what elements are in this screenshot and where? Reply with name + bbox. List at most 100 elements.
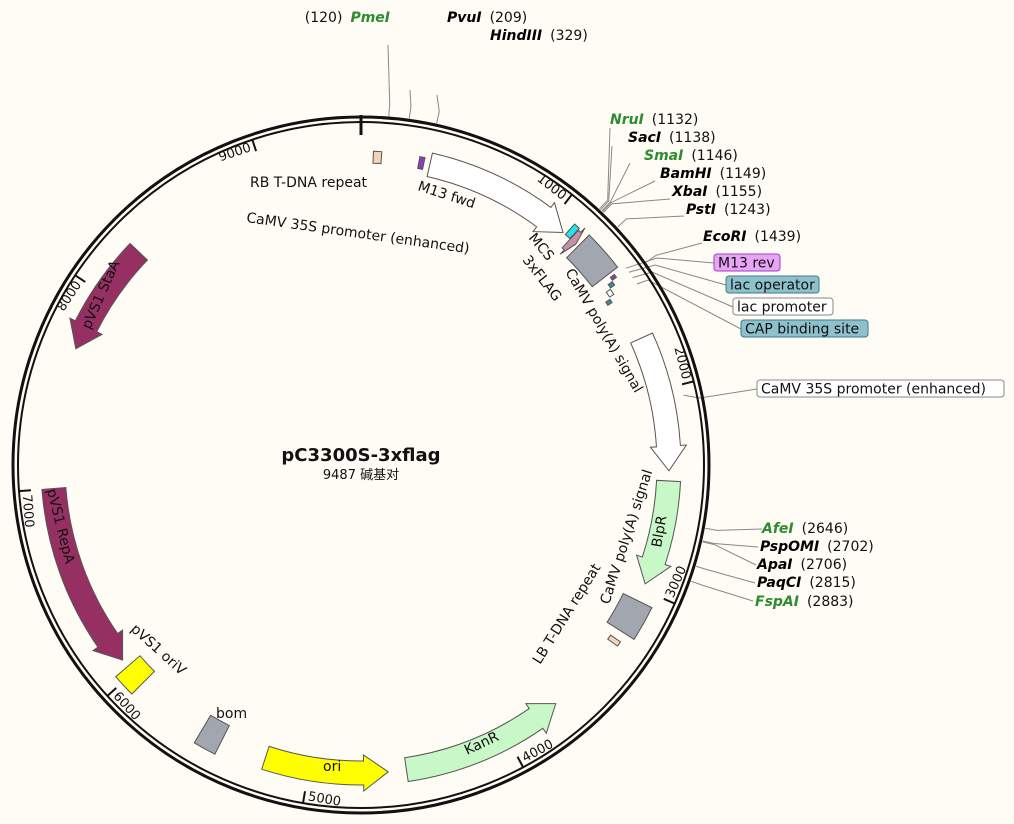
callout-label: CaMV 35S promoter (enhanced) (761, 382, 986, 398)
feature-lacop[interactable] (607, 280, 616, 289)
feature-p35s1[interactable] (426, 152, 564, 234)
callout-label: M13 rev (718, 256, 775, 272)
feature-label-polya-1: CaMV poly(A) signal (562, 266, 646, 396)
enzyme-site[interactable]: NruI (1132) (610, 112, 698, 128)
callout-box[interactable] (732, 297, 834, 316)
enzyme-position: (2883) (807, 594, 854, 610)
feature-kanr[interactable] (404, 703, 557, 783)
feature-label-lb: LB T-DNA repeat (530, 561, 605, 668)
feature-flag[interactable] (564, 223, 581, 240)
tick-mark (681, 380, 694, 386)
feature-ori[interactable] (261, 745, 390, 793)
tick-mark (663, 597, 676, 605)
tick-mark (302, 791, 307, 804)
enzyme-site[interactable]: PaqCI (2815) (757, 575, 856, 591)
enzyme-position: (1138) (669, 130, 716, 146)
feature-label-polya-2: CaMV poly(A) signal (598, 468, 657, 607)
enzyme-site[interactable]: (120) PmeI (305, 10, 390, 26)
enzyme-site[interactable]: PstI (1243) (686, 202, 771, 218)
enzyme-leader-line (695, 565, 756, 584)
feature-oriv[interactable] (115, 655, 156, 695)
enzyme-site[interactable]: EcoRI (1439) (703, 229, 801, 245)
callout-leader-line (628, 264, 727, 286)
enzyme-name: SacI (628, 130, 661, 146)
tick-mark (563, 193, 573, 205)
callout-box[interactable] (756, 379, 1005, 398)
enzyme-leader-line (387, 44, 391, 117)
enzyme-leader-line (617, 215, 685, 228)
callout-box[interactable] (713, 253, 781, 272)
feature-label-rb: RB T-DNA repeat (250, 175, 368, 191)
enzyme-site[interactable]: FspAI (2883) (755, 594, 854, 610)
enzyme-site[interactable]: ApaI (2706) (756, 557, 847, 573)
enzyme-name: ApaI (756, 557, 793, 573)
enzyme-name: BamHI (660, 166, 712, 182)
tick-label: 7000 (19, 494, 36, 528)
enzyme-position: (1243) (724, 202, 771, 218)
feature-bom[interactable] (193, 714, 230, 755)
feature-polya2[interactable] (606, 592, 653, 641)
feature-lacpro[interactable] (605, 288, 615, 298)
enzyme-site[interactable]: PspOMI (2702) (760, 539, 874, 555)
enzyme-site[interactable]: AfeI (2646) (761, 521, 848, 537)
tick-mark (106, 687, 117, 697)
enzyme-site[interactable]: BamHI (1149) (660, 166, 766, 182)
enzyme-name: NruI (610, 112, 644, 128)
feature-label-ori: ori (323, 759, 341, 775)
feature-polya1[interactable] (565, 234, 619, 288)
feature-lb[interactable] (607, 634, 622, 647)
feature-staa[interactable] (69, 242, 149, 350)
feature-repa[interactable] (41, 487, 124, 661)
plasmid-name: pC3300S-3xflag (281, 445, 440, 466)
enzyme-leader-line (702, 541, 757, 566)
enzyme-leader-line (600, 145, 613, 211)
feature-rb[interactable] (372, 150, 383, 165)
enzyme-position: (1149) (720, 166, 767, 182)
tick-label: 4000 (520, 737, 556, 766)
callout-label: lac operator (730, 278, 815, 294)
feature-m13rev[interactable] (609, 273, 618, 281)
feature-label-blpr: BlpR (649, 514, 670, 549)
callout-box[interactable] (740, 319, 869, 338)
enzyme-site[interactable]: SmaI (1146) (644, 148, 738, 164)
enzyme-position: (2702) (827, 539, 874, 555)
enzyme-name: SmaI (644, 148, 683, 164)
enzyme-name: AfeI (761, 521, 794, 537)
enzyme-leader-line (603, 198, 671, 213)
enzyme-site[interactable]: SacI (1138) (628, 130, 716, 146)
enzyme-name: PvuI (447, 10, 482, 26)
enzyme-site[interactable]: PvuI (209) (447, 10, 527, 26)
callout-label: lac promoter (737, 300, 827, 316)
enzyme-leader-line (705, 527, 763, 531)
tick-label: 6000 (110, 689, 143, 724)
feature-callouts: M13 rev lac operator lac promoter CAP bindi… (713, 253, 1005, 398)
enzyme-name: PmeI (350, 10, 390, 26)
enzyme-position: (2646) (802, 521, 849, 537)
plasmid-length: 9487 碱基对 (323, 468, 399, 483)
enzyme-name: XbaI (671, 184, 707, 200)
feature-blpr[interactable] (635, 479, 682, 585)
callout-label: CAP binding site (745, 322, 859, 338)
enzyme-site[interactable]: XbaI (1155) (671, 184, 762, 200)
callout-box[interactable] (725, 275, 820, 294)
enzyme-labels: (120) PmeI PvuI (209) HindIII (329) NruI (1132)… (305, 10, 874, 610)
enzyme-leader-line (702, 540, 759, 548)
feature-cap[interactable] (605, 298, 613, 307)
feature-mcs[interactable] (559, 227, 586, 255)
enzyme-position: (329) (550, 28, 588, 44)
feature-label-bom: bom (216, 706, 247, 722)
enzyme-leader-line (436, 94, 440, 124)
tick-mark (18, 489, 32, 493)
enzyme-site[interactable]: HindIII (329) (490, 28, 588, 44)
enzyme-position: (2815) (809, 575, 856, 591)
feature-m13fwd[interactable] (417, 155, 426, 170)
callout-leader-line (625, 257, 715, 269)
callout-leader-line (683, 388, 758, 399)
feature-label-promoter-1: CaMV 35S promoter (enhanced) (245, 210, 470, 257)
enzyme-leader-line (602, 180, 656, 212)
enzyme-leader-line (601, 162, 631, 212)
enzyme-position: (209) (490, 10, 528, 26)
feature-p35s2[interactable] (630, 332, 688, 472)
